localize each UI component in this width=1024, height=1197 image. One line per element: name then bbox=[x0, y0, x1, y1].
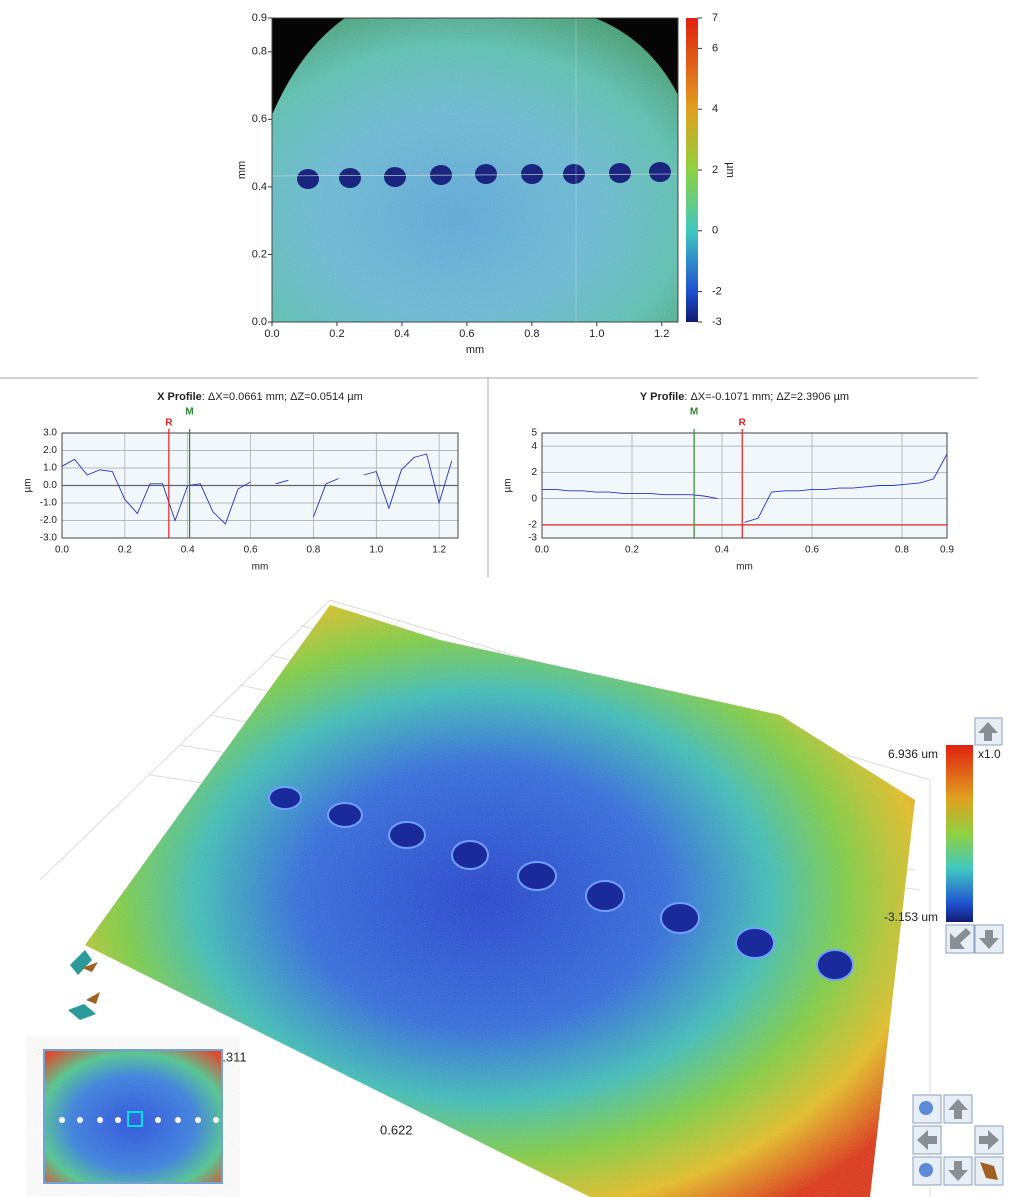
y-tick-label: 5 bbox=[531, 428, 537, 439]
chart-title: X Profile: ΔX=0.0661 mm; ΔZ=0.0514 µm bbox=[157, 391, 363, 403]
y-axis-label: µm bbox=[503, 478, 514, 492]
colorbar-tick-label: 7 bbox=[712, 12, 718, 24]
colorbar-tick-label: -2 bbox=[712, 286, 722, 298]
marker-label: R bbox=[165, 418, 173, 429]
colorbar-3d bbox=[946, 745, 973, 922]
reset-button[interactable] bbox=[945, 924, 975, 954]
y-axis-label: mm bbox=[236, 161, 248, 179]
y-tick-label: -3 bbox=[528, 533, 537, 544]
chart-title-detail: : ΔX=0.0661 mm; ΔZ=0.0514 µm bbox=[202, 391, 363, 403]
x-tick-label: 0.6 bbox=[244, 545, 258, 556]
scale-down-button[interactable] bbox=[974, 924, 1004, 954]
plot-frame bbox=[541, 432, 948, 539]
x-tick-label: 1.0 bbox=[589, 328, 604, 340]
chart-title-detail: : ΔX=-0.1071 mm; ΔZ=2.3906 µm bbox=[684, 391, 849, 403]
y-tick-label: 2.0 bbox=[43, 445, 57, 456]
x-tick-label: 1.0 bbox=[369, 545, 383, 556]
y-tick-label: 2 bbox=[531, 467, 537, 478]
colorbar-tick-label: 2 bbox=[712, 164, 718, 176]
z-min-label: -3.153 um bbox=[884, 910, 938, 924]
y-tick-label: 0.4 bbox=[252, 181, 267, 193]
zoom-label: x1.0 bbox=[978, 747, 1001, 761]
x-tick-label: 0.2 bbox=[329, 328, 344, 340]
pan-down-button[interactable] bbox=[943, 1156, 973, 1186]
y-tick-label: 0 bbox=[531, 493, 537, 504]
y-tick-label: 0.0 bbox=[43, 480, 57, 491]
zoom-in-button[interactable] bbox=[912, 1094, 942, 1124]
x-tick-label: 0.8 bbox=[895, 545, 909, 556]
profile-line bbox=[61, 453, 453, 525]
y-tick-label: 1.0 bbox=[43, 463, 57, 474]
y-axis-label: µm bbox=[23, 478, 34, 492]
x-tick-label: 0.6 bbox=[805, 545, 819, 556]
y-tick-label: 0.2 bbox=[252, 248, 267, 260]
height-map-image bbox=[272, 18, 678, 322]
colorbar bbox=[686, 18, 698, 322]
y-tick-label: 0.8 bbox=[252, 46, 267, 58]
y-tick-label: 0.9 bbox=[252, 12, 267, 24]
x-axis-label: mm bbox=[736, 562, 753, 573]
x-tick-label: 0.4 bbox=[394, 328, 409, 340]
x-tick-label: 0.2 bbox=[118, 545, 132, 556]
pan-left-button[interactable] bbox=[912, 1125, 942, 1155]
x-tick-label: 0.8 bbox=[306, 545, 320, 556]
x-tick-label: 0.9 bbox=[940, 545, 954, 556]
y-tick-label: -2 bbox=[528, 520, 537, 531]
pan-right-button[interactable] bbox=[974, 1125, 1004, 1155]
y-tick-label: 3.0 bbox=[43, 428, 57, 439]
x-tick-label: 1.2 bbox=[432, 545, 446, 556]
y-tick-label: 0.0 bbox=[252, 316, 267, 328]
marker-label: R bbox=[739, 418, 747, 429]
colorbar-tick-label: -3 bbox=[712, 316, 722, 328]
profile-line bbox=[542, 453, 948, 523]
x-tick-label: 0.4 bbox=[715, 545, 729, 556]
minimap[interactable] bbox=[43, 1049, 223, 1184]
chart-title-name: Y Profile bbox=[640, 391, 684, 403]
x-tick-label: 0.0 bbox=[55, 545, 69, 556]
chart-title: Y Profile: ΔX=-0.1071 mm; ΔZ=2.3906 µm bbox=[640, 391, 849, 403]
marker-label: M bbox=[690, 407, 698, 418]
colorbar-tick-label: 6 bbox=[712, 42, 718, 54]
x-tick-label: 0.2 bbox=[625, 545, 639, 556]
x-axis-label: mm bbox=[252, 562, 269, 573]
z-max-label: 6.936 um bbox=[888, 747, 938, 761]
x-tick-label: 1.2 bbox=[654, 328, 669, 340]
marker-label: M bbox=[185, 407, 193, 418]
x-tick-label: 0.4 bbox=[181, 545, 195, 556]
chart-title-name: X Profile bbox=[157, 391, 202, 403]
plot-frame bbox=[271, 17, 679, 323]
x-tick-label: 0.8 bbox=[524, 328, 539, 340]
zoom-out-button[interactable] bbox=[912, 1156, 942, 1186]
colorbar-label: µm bbox=[724, 162, 736, 178]
rotate-button[interactable] bbox=[974, 1156, 1004, 1186]
y-tick-label: -1.0 bbox=[40, 498, 58, 509]
x-tick-label: 0.6 bbox=[459, 328, 474, 340]
y-tick-label: -3.0 bbox=[40, 533, 58, 544]
scale-up-button[interactable] bbox=[974, 717, 1003, 746]
y-tick-label: -2.0 bbox=[40, 515, 58, 526]
y-tick-label: 0.6 bbox=[252, 113, 267, 125]
x-tick-label: 0.0 bbox=[535, 545, 549, 556]
axis-label-3d: 0.622 bbox=[380, 1122, 413, 1137]
rotate-controls[interactable] bbox=[68, 950, 100, 1020]
colorbar-tick-label: 4 bbox=[712, 103, 718, 115]
pan-up-button[interactable] bbox=[943, 1094, 973, 1124]
x-axis-label: mm bbox=[466, 344, 484, 356]
colorbar-tick-label: 0 bbox=[712, 225, 718, 237]
y-tick-label: 4 bbox=[531, 441, 537, 452]
x-tick-label: 0.0 bbox=[264, 328, 279, 340]
